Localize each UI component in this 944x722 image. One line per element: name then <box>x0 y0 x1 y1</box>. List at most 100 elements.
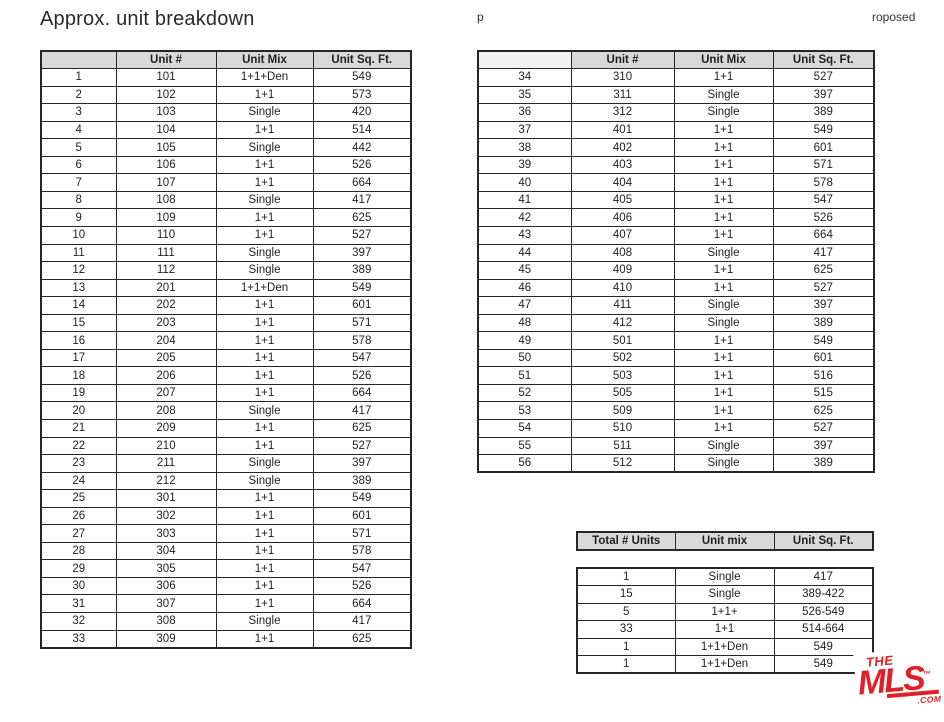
total-units-cell: 33 <box>576 620 676 639</box>
unit-number-cell: 209 <box>115 418 217 438</box>
unit-mix-cell: 1+1 <box>215 366 314 385</box>
unit-mix-cell: Single <box>674 585 775 604</box>
total-units-cell: 15 <box>576 585 676 604</box>
unit-sqft-cell: 578 <box>772 173 875 192</box>
unit-mix-cell: Single <box>215 401 314 420</box>
table-row: 14 202 1+1 601 <box>40 296 412 315</box>
table-row: 20 208 Single 417 <box>40 401 412 420</box>
row-number-cell: 46 <box>477 278 572 298</box>
unit-number-cell: 308 <box>115 612 217 631</box>
row-number-cell: 34 <box>477 68 572 87</box>
row-number-cell: 45 <box>477 261 572 280</box>
row-number-cell: 36 <box>477 103 572 122</box>
unit-sqft-cell: 601 <box>312 506 412 526</box>
table-row: 33 309 1+1 625 <box>40 629 412 649</box>
unit-sqft-cell: 601 <box>772 348 875 368</box>
row-number-cell: 54 <box>477 418 572 438</box>
unit-mix-cell: Single <box>215 190 314 210</box>
row-number-cell: 12 <box>40 261 117 280</box>
unit-number-cell: 112 <box>115 261 217 280</box>
unit-number-cell: 408 <box>570 243 675 263</box>
unit-mix-cell: Single <box>215 612 314 631</box>
table-header-row: Total # Units Unit mix Unit Sq. Ft. <box>576 531 874 551</box>
row-number-cell: 3 <box>40 103 117 122</box>
unit-number-cell: 102 <box>115 85 217 105</box>
unit-mix-cell: 1+1 <box>215 506 314 526</box>
table-row: 26 302 1+1 601 <box>40 506 412 526</box>
unit-sqft-cell: 397 <box>312 243 412 263</box>
unit-sqft-cell: 397 <box>772 296 875 315</box>
row-number-cell: 44 <box>477 243 572 263</box>
row-number-cell: 16 <box>40 331 117 350</box>
unit-sqft-cell: 625 <box>312 208 412 227</box>
row-number-cell: 56 <box>477 454 572 473</box>
unit-number-cell: 405 <box>570 190 675 210</box>
unit-sqft-cell: 664 <box>312 383 412 403</box>
row-number-cell: 24 <box>40 471 117 491</box>
unit-number-cell: 312 <box>570 103 675 122</box>
unit-mix-cell: Single <box>673 436 774 456</box>
unit-sqft-cell: 417 <box>312 612 412 631</box>
unit-mix-cell: 1+1 <box>215 85 314 105</box>
row-number-cell: 21 <box>40 418 117 438</box>
header-cell-blank <box>477 50 572 70</box>
table-row: 3 103 Single 420 <box>40 103 412 122</box>
unit-sqft-cell: 571 <box>312 313 412 333</box>
unit-number-cell: 109 <box>115 208 217 227</box>
unit-sqft-cell: 514 <box>312 120 412 140</box>
unit-mix-cell: 1+1 <box>215 208 314 227</box>
unit-mix-cell: 1+1 <box>215 225 314 245</box>
header-cell-unit-sqft: Unit Sq. Ft. <box>773 531 874 551</box>
unit-sqft-cell: 397 <box>772 85 875 105</box>
table-row: 33 1+1 514-664 <box>576 620 874 639</box>
table-row: 9 109 1+1 625 <box>40 208 412 227</box>
unit-breakdown-table-left: Unit # Unit Mix Unit Sq. Ft. 1 101 1+1+Den… <box>40 50 412 649</box>
summary-table-body: 1 Single 417 15 Single 389-422 5 1+1+ 526-549 33 1… <box>576 567 874 675</box>
unit-sqft-cell: 389 <box>772 454 875 473</box>
table-row: 11 111 Single 397 <box>40 243 412 263</box>
unit-number-cell: 205 <box>115 348 217 368</box>
table-row: 34 310 1+1 527 <box>477 68 875 87</box>
unit-sqft-cell: 527 <box>312 225 412 245</box>
unit-mix-cell: 1+1 <box>673 331 774 350</box>
row-number-cell: 47 <box>477 296 572 315</box>
unit-mix-cell: 1+1+Den <box>674 655 775 674</box>
unit-number-cell: 503 <box>570 366 675 385</box>
unit-mix-cell: 1+1 <box>215 418 314 438</box>
unit-number-cell: 306 <box>115 576 217 596</box>
unit-number-cell: 509 <box>570 401 675 420</box>
header-cell-unit-number: Unit # <box>570 50 675 70</box>
table-header-row: Unit # Unit Mix Unit Sq. Ft. <box>477 50 875 70</box>
unit-number-cell: 311 <box>570 85 675 105</box>
unit-mix-cell: Single <box>673 296 774 315</box>
unit-sqft-cell: 526 <box>312 366 412 385</box>
row-number-cell: 31 <box>40 594 117 613</box>
unit-number-cell: 505 <box>570 383 675 403</box>
unit-number-cell: 304 <box>115 541 217 561</box>
table-row: 10 110 1+1 527 <box>40 225 412 245</box>
table-row: 1 1+1+Den 549 <box>576 637 874 657</box>
row-number-cell: 48 <box>477 313 572 333</box>
table-row: 15 203 1+1 571 <box>40 313 412 333</box>
unit-breakdown-table-right: Unit # Unit Mix Unit Sq. Ft. 34 310 1+1 527… <box>477 50 875 474</box>
unit-mix-cell: 1+1 <box>215 629 314 649</box>
unit-number-cell: 207 <box>115 383 217 403</box>
row-number-cell: 15 <box>40 313 117 333</box>
header-cell-unit-mix: Unit Mix <box>215 50 314 70</box>
row-number-cell: 13 <box>40 278 117 298</box>
unit-sqft-cell: 527 <box>312 436 412 456</box>
total-units-cell: 1 <box>576 637 676 657</box>
unit-mix-cell: 1+1 <box>215 120 314 140</box>
unit-number-cell: 302 <box>115 506 217 526</box>
unit-mix-cell: 1+1 <box>215 383 314 403</box>
unit-sqft-cell: 549 <box>312 68 412 87</box>
unit-sqft-cell: 417 <box>312 401 412 420</box>
table-row: 21 209 1+1 625 <box>40 418 412 438</box>
unit-sqft-cell: 515 <box>772 383 875 403</box>
row-number-cell: 14 <box>40 296 117 315</box>
unit-mix-cell: Single <box>215 261 314 280</box>
unit-sqft-cell: 389 <box>772 313 875 333</box>
table-row: 25 301 1+1 549 <box>40 489 412 508</box>
row-number-cell: 39 <box>477 155 572 175</box>
table-row: 55 511 Single 397 <box>477 436 875 456</box>
